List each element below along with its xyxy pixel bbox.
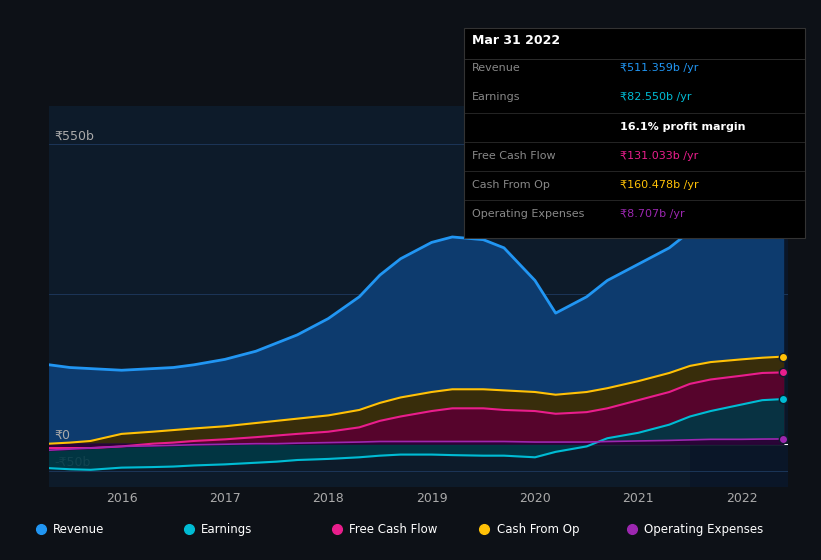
Text: Mar 31 2022: Mar 31 2022 (472, 34, 560, 46)
Text: Earnings: Earnings (201, 522, 253, 536)
Text: Operating Expenses: Operating Expenses (472, 209, 585, 219)
Text: -₹50b: -₹50b (54, 456, 91, 469)
Text: ₹511.359b /yr: ₹511.359b /yr (620, 63, 698, 73)
Text: 16.1% profit margin: 16.1% profit margin (620, 122, 745, 132)
Text: ₹550b: ₹550b (54, 130, 94, 143)
Text: Cash From Op: Cash From Op (497, 522, 579, 536)
Bar (690, 106, 788, 487)
Text: Revenue: Revenue (53, 522, 105, 536)
Text: ₹82.550b /yr: ₹82.550b /yr (620, 92, 691, 102)
Text: Revenue: Revenue (472, 63, 521, 73)
Text: Cash From Op: Cash From Op (472, 180, 550, 190)
Text: ₹8.707b /yr: ₹8.707b /yr (620, 209, 685, 219)
Text: ₹160.478b /yr: ₹160.478b /yr (620, 180, 699, 190)
Text: Free Cash Flow: Free Cash Flow (472, 151, 556, 161)
Text: Free Cash Flow: Free Cash Flow (349, 522, 438, 536)
Text: Earnings: Earnings (472, 92, 521, 102)
Text: ₹131.033b /yr: ₹131.033b /yr (620, 151, 698, 161)
Text: Operating Expenses: Operating Expenses (644, 522, 764, 536)
Text: ₹0: ₹0 (54, 429, 71, 442)
